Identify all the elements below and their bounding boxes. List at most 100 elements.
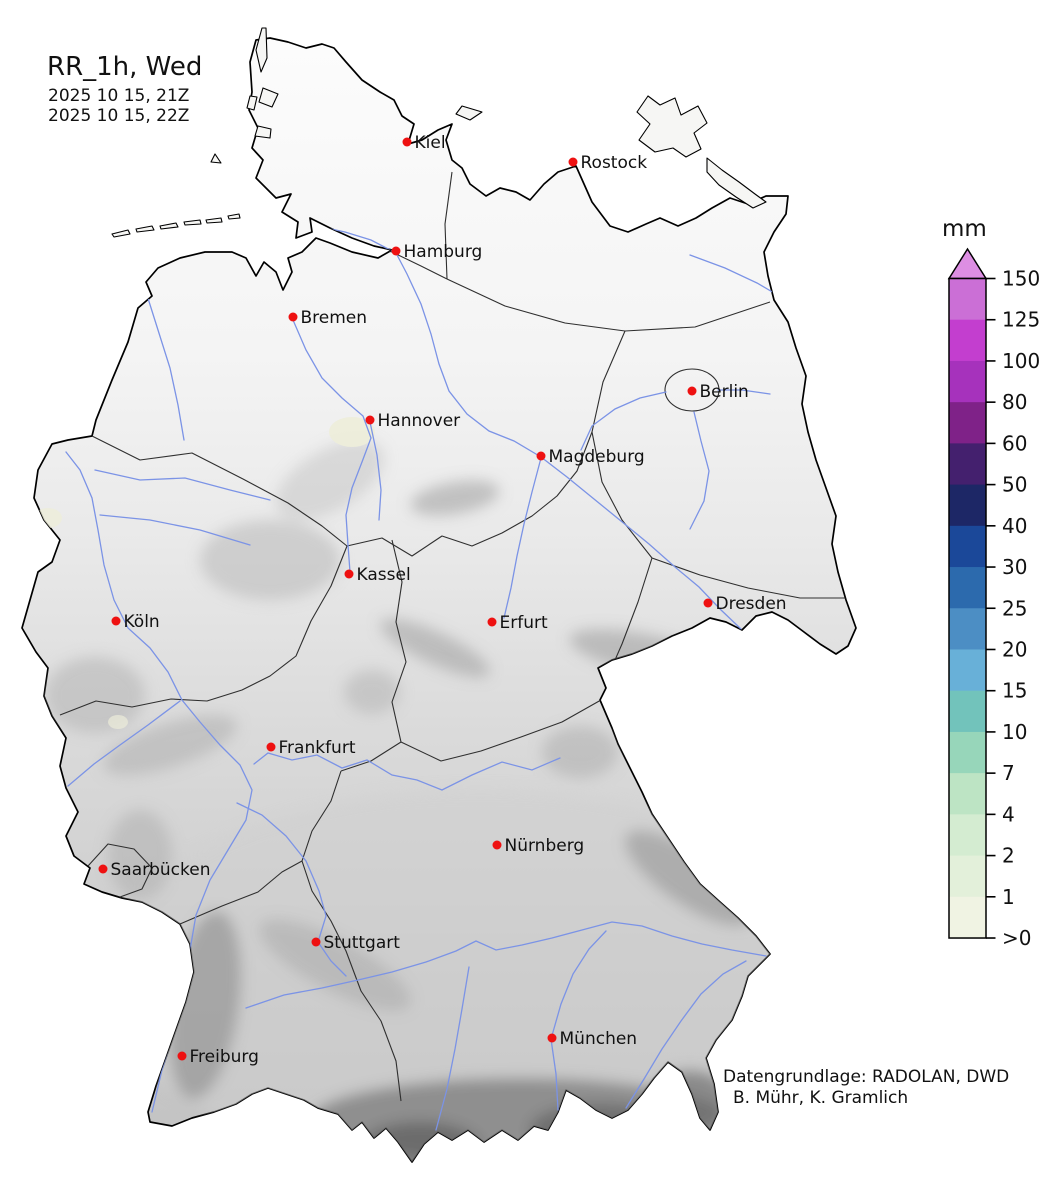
island-helgoland bbox=[210, 153, 222, 164]
colorbar-segment bbox=[949, 319, 986, 362]
colorbar-tick-label: 10 bbox=[1002, 720, 1027, 744]
city-marker-berlin: Berlin bbox=[687, 382, 749, 402]
city-label: Rostock bbox=[581, 153, 648, 173]
island-pellworm bbox=[254, 125, 272, 139]
city-marker-hannover: Hannover bbox=[365, 411, 460, 431]
colorbar-tick-label: 2 bbox=[1002, 844, 1015, 868]
city-label: Bremen bbox=[301, 308, 368, 328]
river-mosel bbox=[67, 700, 181, 787]
city-marker-frankfurt: Frankfurt bbox=[266, 738, 356, 758]
colorbar-arrow bbox=[947, 247, 988, 280]
colorbar-segment bbox=[949, 731, 986, 774]
river-elbe bbox=[316, 225, 742, 630]
city-dot bbox=[703, 598, 713, 608]
east-frisian-islands bbox=[111, 213, 241, 238]
city-dot bbox=[568, 157, 578, 167]
city-marker-magdeburg: Magdeburg bbox=[536, 447, 645, 467]
city-label: Freiburg bbox=[190, 1047, 259, 1067]
colorbar-tick-label: 20 bbox=[1002, 637, 1027, 661]
river-leine bbox=[369, 421, 382, 521]
river-isar bbox=[550, 930, 607, 1111]
river-lippe bbox=[94, 469, 271, 501]
colorbar-tick-label: 60 bbox=[1002, 431, 1027, 455]
city-dot bbox=[536, 451, 546, 461]
city-dot bbox=[365, 415, 375, 425]
city-label: Hamburg bbox=[404, 242, 483, 262]
island-amrum bbox=[246, 95, 258, 111]
island-usedom bbox=[706, 157, 767, 209]
city-label: Köln bbox=[124, 612, 160, 632]
colorbar-tick-label: 7 bbox=[1002, 761, 1015, 785]
city-label: Frankfurt bbox=[279, 738, 356, 758]
city-marker-kassel: Kassel bbox=[344, 565, 411, 585]
colorbar-tick-label: 150 bbox=[1002, 267, 1040, 291]
city-marker-freiburg: Freiburg bbox=[177, 1047, 259, 1067]
cities-layer: Kiel Rostock Hamburg Bremen Berlin Hannover Ma… bbox=[98, 133, 787, 1067]
colorbar: 150 125 100 80 60 50 40 30 25 20 15 10 7 4 2 1 >0 bbox=[947, 247, 1040, 950]
precip-patches bbox=[34, 417, 375, 729]
islands bbox=[111, 27, 767, 238]
colorbar-segment bbox=[949, 649, 986, 692]
city-label: Nürnberg bbox=[505, 836, 585, 856]
city-label: München bbox=[560, 1029, 638, 1049]
colorbar-segment bbox=[949, 608, 986, 650]
island-sylt bbox=[255, 27, 268, 73]
river-saale bbox=[503, 457, 542, 619]
city-marker-hamburg: Hamburg bbox=[391, 242, 483, 262]
city-marker-bremen: Bremen bbox=[288, 308, 368, 328]
island-fehmarn bbox=[455, 105, 483, 121]
city-marker-erfurt: Erfurt bbox=[487, 613, 548, 633]
colorbar-segment bbox=[949, 814, 986, 857]
colorbar-segment bbox=[949, 896, 986, 939]
colorbar-segment bbox=[949, 690, 986, 733]
city-dot bbox=[487, 617, 497, 627]
colorbar-unit-label: mm bbox=[942, 216, 987, 242]
state-borders bbox=[59, 171, 846, 1102]
city-dot bbox=[288, 312, 298, 322]
city-marker-dresden: Dresden bbox=[703, 594, 787, 614]
river-weser bbox=[292, 319, 372, 573]
colorbar-tick-label: 80 bbox=[1002, 390, 1027, 414]
city-dot bbox=[177, 1051, 187, 1061]
attribution-authors: B. Mühr, K. Gramlich bbox=[733, 1088, 908, 1108]
river-danube bbox=[245, 921, 767, 1009]
colorbar-tick-label: 50 bbox=[1002, 473, 1027, 497]
colorbar-segment bbox=[949, 402, 986, 444]
city-label: Dresden bbox=[716, 594, 787, 614]
city-marker-rostock: Rostock bbox=[568, 153, 648, 173]
colorbar-segment bbox=[949, 773, 986, 815]
city-marker-stuttgart: Stuttgart bbox=[311, 933, 401, 953]
river-ems bbox=[145, 291, 185, 441]
precip-patch bbox=[108, 715, 128, 729]
city-label: Kassel bbox=[357, 565, 411, 585]
valid-time-end: 2025 10 15, 22Z bbox=[48, 106, 189, 126]
river-main bbox=[253, 752, 561, 791]
city-dot bbox=[266, 742, 276, 752]
city-label: Stuttgart bbox=[324, 933, 401, 953]
colorbar-segment bbox=[949, 567, 986, 609]
river-ruhr bbox=[99, 514, 251, 546]
river-inn bbox=[625, 960, 747, 1109]
valid-time-start: 2025 10 15, 21Z bbox=[48, 86, 189, 106]
colorbar-tick-label: 125 bbox=[1002, 308, 1040, 332]
colorbar-segment bbox=[949, 855, 986, 898]
island-foehr bbox=[258, 87, 279, 108]
map-title: RR_1h, Wed bbox=[47, 52, 202, 82]
colorbar-segment bbox=[949, 360, 986, 403]
city-label: Erfurt bbox=[500, 613, 548, 633]
colorbar-tick-label: 4 bbox=[1002, 802, 1015, 826]
city-marker-kiel: Kiel bbox=[402, 133, 446, 153]
colorbar-tick-label: 100 bbox=[1002, 349, 1040, 373]
colorbar-tick-label: 30 bbox=[1002, 555, 1027, 579]
city-dot bbox=[402, 137, 412, 147]
city-label: Berlin bbox=[700, 382, 749, 402]
city-label: Magdeburg bbox=[549, 447, 645, 467]
city-dot bbox=[344, 569, 354, 579]
colorbar-tick-label: 1 bbox=[1002, 885, 1015, 909]
city-dot bbox=[391, 246, 401, 256]
colorbar-tick-label: 40 bbox=[1002, 514, 1027, 538]
rivers bbox=[65, 225, 787, 1131]
colorbar-segment bbox=[949, 443, 986, 486]
